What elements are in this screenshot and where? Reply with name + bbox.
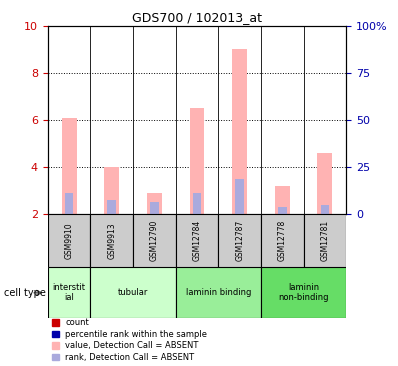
Text: GSM9910: GSM9910 [64, 222, 74, 259]
Text: interstit
ial: interstit ial [53, 283, 86, 303]
Bar [232, 49, 247, 214]
Text: laminin binding: laminin binding [185, 288, 251, 297]
Bar [189, 108, 205, 214]
Bar [147, 193, 162, 214]
Bar [150, 202, 159, 214]
Bar [261, 214, 304, 267]
Bar [62, 117, 76, 214]
Text: laminin
non-binding: laminin non-binding [278, 283, 329, 303]
Bar [90, 267, 176, 318]
Bar [261, 267, 346, 318]
Bar [219, 214, 261, 267]
Bar [90, 214, 133, 267]
Text: tubular: tubular [118, 288, 148, 297]
Text: GSM9913: GSM9913 [107, 222, 116, 259]
Text: GSM12784: GSM12784 [193, 220, 201, 261]
Bar [275, 186, 290, 214]
Bar [318, 153, 332, 214]
Bar [133, 214, 176, 267]
Bar [176, 214, 219, 267]
Text: GSM12787: GSM12787 [235, 220, 244, 261]
Legend: count, percentile rank within the sample, value, Detection Call = ABSENT, rank, : count, percentile rank within the sample… [52, 318, 207, 362]
Text: GSM12781: GSM12781 [320, 220, 330, 261]
Text: GSM12778: GSM12778 [278, 220, 287, 261]
Bar [48, 214, 90, 267]
Text: GSM12790: GSM12790 [150, 220, 159, 261]
Bar [321, 205, 329, 214]
Bar [107, 200, 116, 214]
Bar [193, 193, 201, 214]
Bar [65, 193, 73, 214]
Text: cell type: cell type [4, 288, 46, 298]
Bar [48, 267, 90, 318]
Bar [104, 167, 119, 214]
Bar [176, 267, 261, 318]
Bar [278, 207, 287, 214]
Title: GDS700 / 102013_at: GDS700 / 102013_at [132, 11, 262, 25]
Bar [304, 214, 346, 267]
Bar [235, 179, 244, 214]
